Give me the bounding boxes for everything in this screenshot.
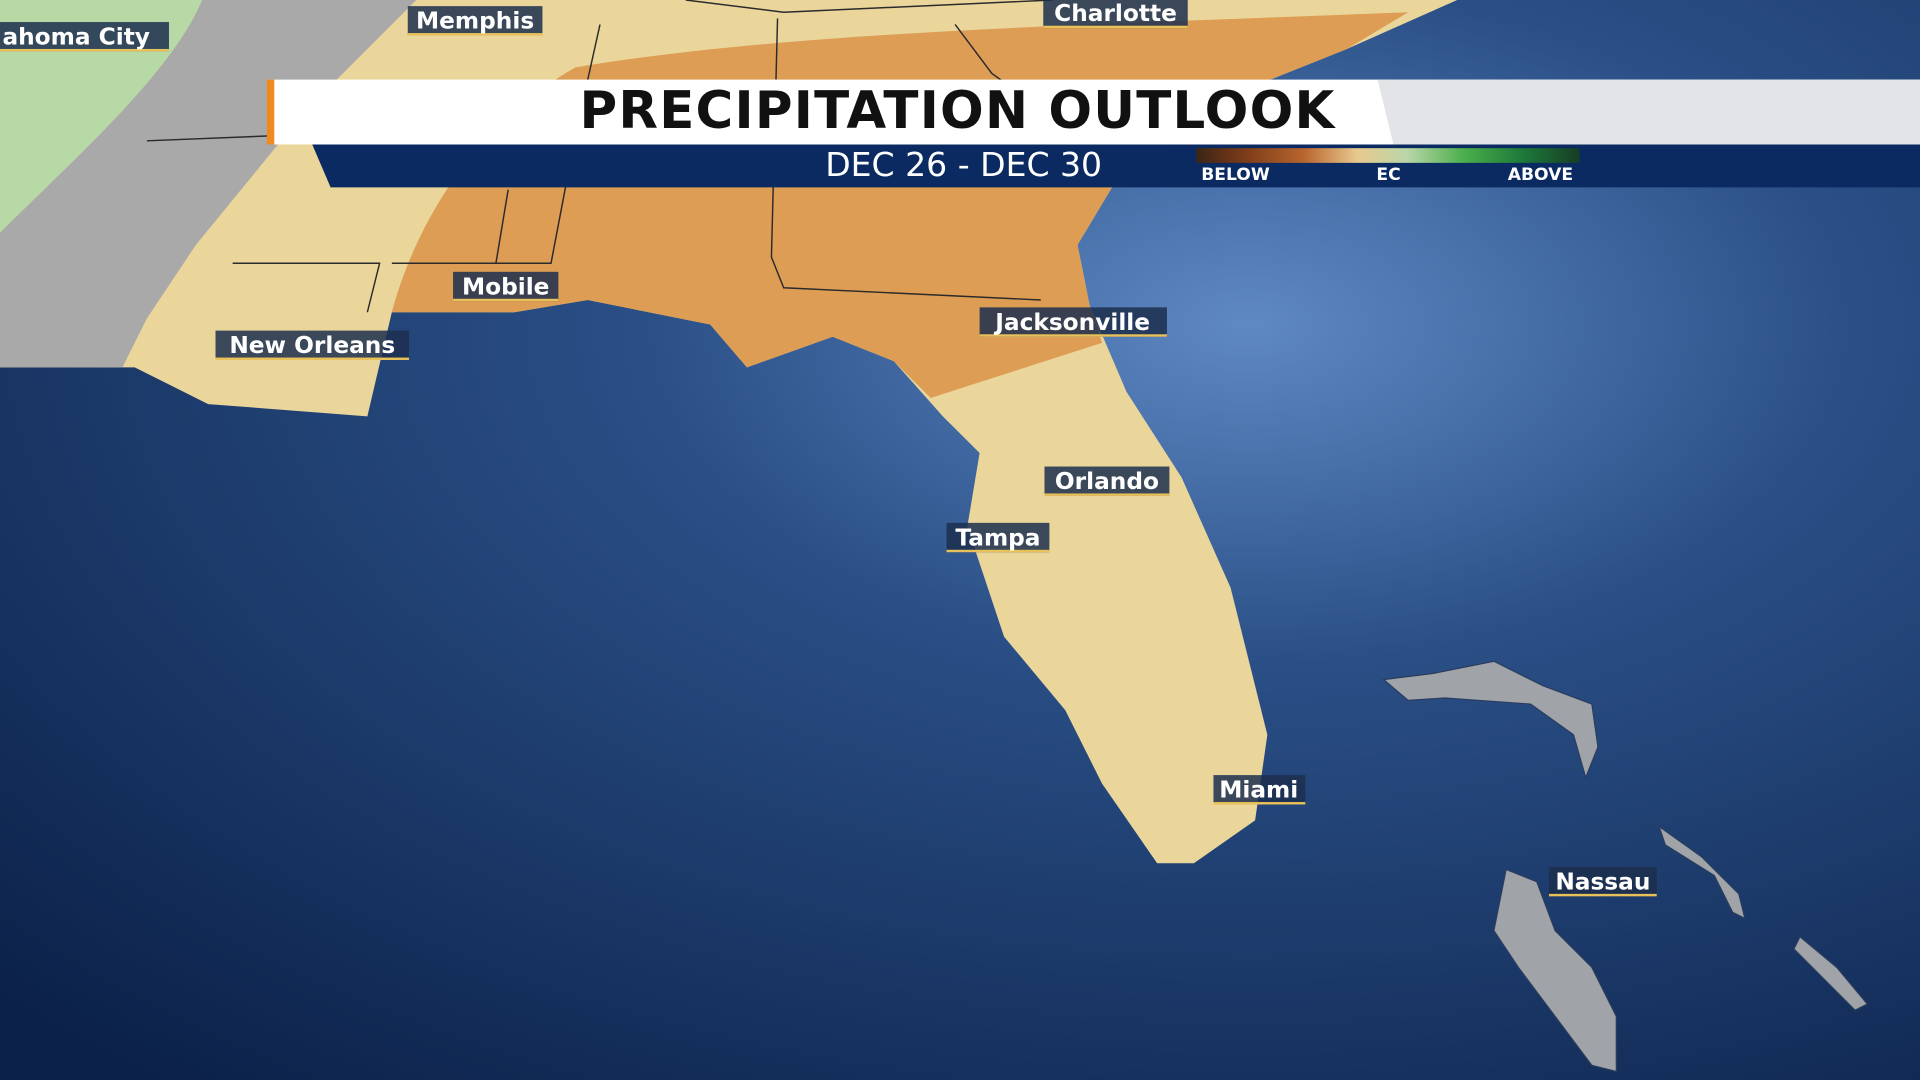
city: Nassau: [1548, 866, 1657, 897]
city-name: Nassau: [1555, 868, 1650, 895]
date-range: DEC 26 - DEC 30: [825, 145, 1102, 184]
city: Miami: [1213, 775, 1306, 805]
city: Tampa: [946, 522, 1050, 553]
city: Orlando: [1044, 466, 1170, 496]
city-name: Jacksonville: [993, 309, 1150, 336]
legend-label: ABOVE: [1508, 165, 1573, 185]
city: Mobile: [453, 271, 559, 302]
city-name: Mobile: [462, 273, 549, 300]
city-name: Orlando: [1055, 468, 1159, 495]
city-labels: ahoma City Memphis Charlotte Mobile New …: [0, 0, 1657, 897]
city: Memphis: [407, 6, 543, 36]
land-above: [0, 0, 203, 233]
city-name: Tampa: [955, 524, 1040, 551]
city-name: ahoma City: [2, 23, 150, 50]
city-name: Memphis: [416, 8, 534, 35]
city: Jacksonville: [979, 307, 1167, 337]
title-bar-tail: [1377, 79, 1920, 145]
city: ahoma City: [0, 22, 169, 52]
title: PRECIPITATION OUTLOOK: [580, 81, 1337, 141]
city-name: Miami: [1219, 777, 1298, 804]
title-accent: [266, 79, 275, 145]
date-bar: [312, 144, 1920, 188]
city: New Orleans: [215, 330, 409, 360]
legend-label: EC: [1376, 165, 1400, 185]
city: Charlotte: [1043, 0, 1188, 29]
legend-scale: [1196, 148, 1580, 163]
city-name: Charlotte: [1054, 0, 1177, 27]
legend-label: BELOW: [1201, 165, 1270, 185]
bahamas: [1382, 660, 1869, 1073]
city-name: New Orleans: [229, 332, 395, 359]
